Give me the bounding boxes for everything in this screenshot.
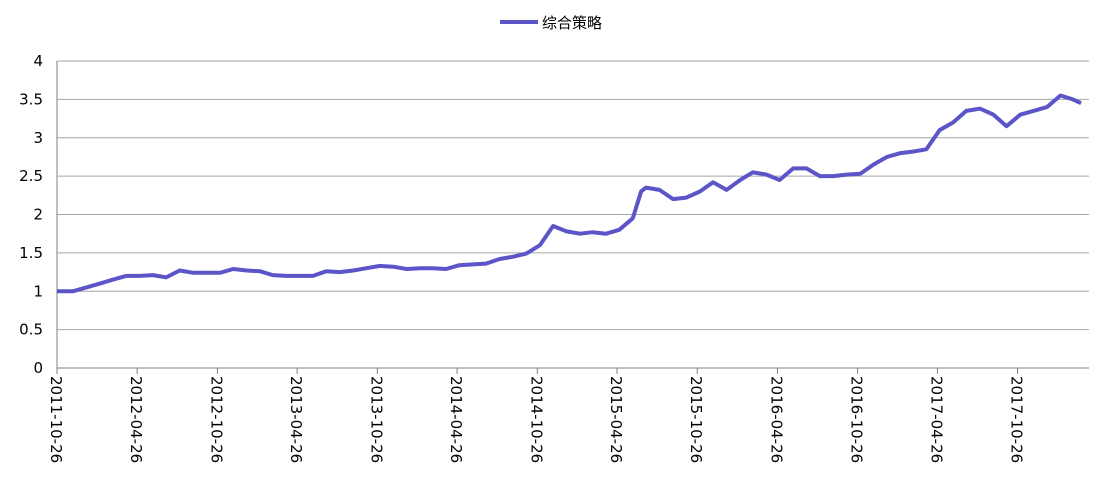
x-tick-label: 2017-10-26 <box>1008 376 1026 463</box>
y-tick-label: 1 <box>33 282 43 300</box>
x-tick-label: 2013-10-26 <box>367 376 385 463</box>
y-tick-label: 3.5 <box>19 90 43 108</box>
y-tick-label: 2 <box>33 206 43 224</box>
x-tick-label: 2013-04-26 <box>287 376 305 463</box>
y-tick-label: 4 <box>33 52 43 70</box>
x-tick-label: 2016-10-26 <box>848 376 866 463</box>
y-tick-label: 0.5 <box>19 321 43 339</box>
y-tick-label: 3 <box>33 129 43 147</box>
x-tick-label: 2014-10-26 <box>527 376 545 463</box>
y-tick-label: 1.5 <box>19 244 43 262</box>
x-tick-label: 2015-04-26 <box>607 376 625 463</box>
x-tick-label: 2011-10-26 <box>47 376 65 463</box>
x-tick-label: 2012-10-26 <box>207 376 225 463</box>
legend-label: 综合策略 <box>542 14 602 32</box>
x-tick-label: 2012-04-26 <box>127 376 145 463</box>
x-tick-label: 2016-04-26 <box>767 376 785 463</box>
x-tick-label: 2017-04-26 <box>927 376 945 463</box>
y-tick-label: 2.5 <box>19 167 43 185</box>
x-tick-label: 2015-10-26 <box>687 376 705 463</box>
series-line <box>57 93 1082 294</box>
x-tick-label: 2014-04-26 <box>447 376 465 463</box>
y-tick-label: 0 <box>33 359 43 377</box>
